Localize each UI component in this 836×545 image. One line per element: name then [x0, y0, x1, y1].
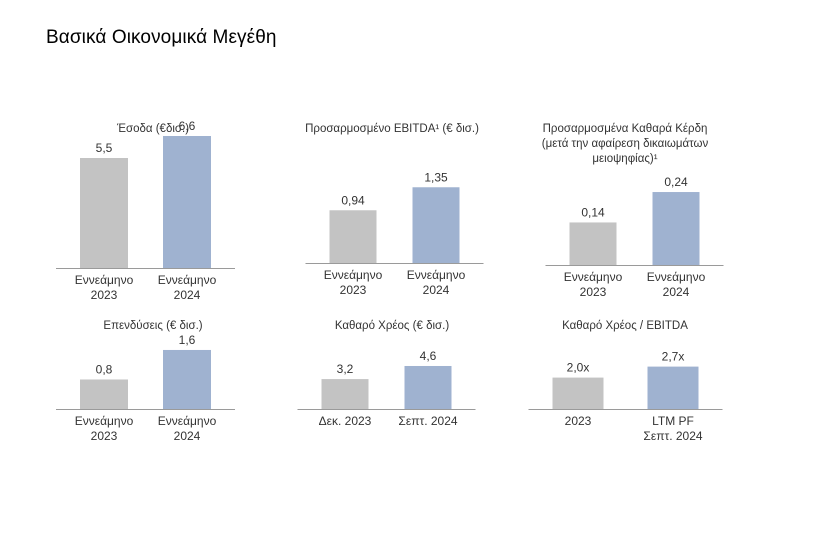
chart-title: Καθαρό Χρέος (€ δισ.) [334, 320, 450, 332]
data-label: 0,8 [96, 362, 113, 376]
data-label: 4,6 [420, 349, 437, 363]
category-label: Εννεάμηνο 2023 [564, 270, 623, 299]
chart-net-debt-to-ebitda: Καθαρό Χρέος / EBITDA 2,0x 2023 2,7x LTM PF… [528, 315, 723, 455]
chart-svg: 0,8 Εννεάμηνο 2023 1,6 Εννεάμηνο 2024 [56, 333, 235, 443]
data-label: 2,7x [662, 350, 685, 364]
bar-current [647, 366, 699, 409]
chart-svg: 2,0x 2023 2,7x LTM PF Σεπτ. 2024 [528, 350, 723, 443]
category-label: 2023 [565, 414, 592, 428]
chart-revenue: Έσοδα (€δισ.) 5,5 Εννεάμηνο 2023 6,6 Εννεάμη… [56, 118, 246, 303]
bar-previous [321, 379, 369, 409]
data-label: 1,35 [424, 170, 448, 184]
chart-svg: 3,2 Δεκ. 2023 4,6 Σεπτ. 2024 [297, 349, 476, 428]
category-label: Εννεάμηνο 2024 [158, 273, 217, 302]
chart-title: Καθαρό Χρέος / EBITDA [562, 320, 688, 332]
bar-current [163, 136, 211, 268]
data-label: 0,94 [341, 193, 365, 207]
bar-current [404, 365, 452, 409]
category-label: Εννεάμηνο 2023 [75, 414, 134, 443]
chart-net-debt: Καθαρό Χρέος (€ δισ.) 3,2 Δεκ. 2023 4,6 Σεπ… [297, 315, 486, 455]
bar-current [163, 349, 211, 409]
bar-previous [329, 210, 377, 263]
data-label: 3,2 [337, 362, 354, 376]
bar-current [652, 192, 700, 265]
category-label: Εννεάμηνο 2023 [75, 273, 134, 302]
category-label: Εννεάμηνο 2024 [158, 414, 217, 443]
chart-svg: 5,5 Εννεάμηνο 2023 6,6 Εννεάμηνο 2024 [56, 119, 235, 302]
page-title: Βασικά Οικονομικά Μεγέθη [46, 27, 277, 48]
category-label: LTM PF Σεπτ. 2024 [643, 414, 702, 443]
bar-current [412, 187, 460, 263]
bar-previous [80, 379, 128, 409]
chart-title: Επενδύσεις (€ δισ.) [103, 320, 203, 332]
chart-title: Προσαρμοσμένα Καθαρά Κέρδη (μετά την αφα… [541, 123, 709, 165]
bar-previous [569, 222, 617, 265]
data-label: 0,14 [581, 205, 605, 219]
data-label: 2,0x [567, 361, 590, 375]
chart-svg: 0,14 Εννεάμηνο 2023 0,24 Εννεάμηνο 2024 [545, 175, 724, 299]
data-label: 0,24 [664, 175, 688, 189]
bar-previous [80, 158, 128, 268]
chart-investments: Επενδύσεις (€ δισ.) 0,8 Εννεάμηνο 2023 1,6 Ε… [56, 315, 246, 455]
category-label: Εννεάμηνο 2023 [324, 268, 383, 297]
category-label: Δεκ. 2023 [319, 414, 372, 428]
chart-adjusted-ebitda: Προσαρμοσμένο EBITDA¹ (€ δισ.) 0,94 Εννεά… [298, 118, 486, 303]
chart-title: Προσαρμοσμένο EBITDA¹ (€ δισ.) [305, 123, 479, 135]
category-label: Σεπτ. 2024 [398, 414, 457, 428]
data-label: 5,5 [96, 141, 113, 155]
chart-adjusted-net-income: Προσαρμοσμένα Καθαρά Κέρδη (μετά την αφα… [530, 118, 724, 303]
data-label: 1,6 [179, 333, 196, 347]
data-label: 6,6 [179, 119, 196, 133]
category-label: Εννεάμηνο 2024 [407, 268, 466, 297]
chart-svg: 0,94 Εννεάμηνο 2023 1,35 Εννεάμηνο 2024 [305, 170, 484, 297]
category-label: Εννεάμηνο 2024 [647, 270, 706, 299]
chart-title: Έσοδα (€δισ.) [116, 123, 190, 135]
bar-previous [552, 377, 604, 409]
